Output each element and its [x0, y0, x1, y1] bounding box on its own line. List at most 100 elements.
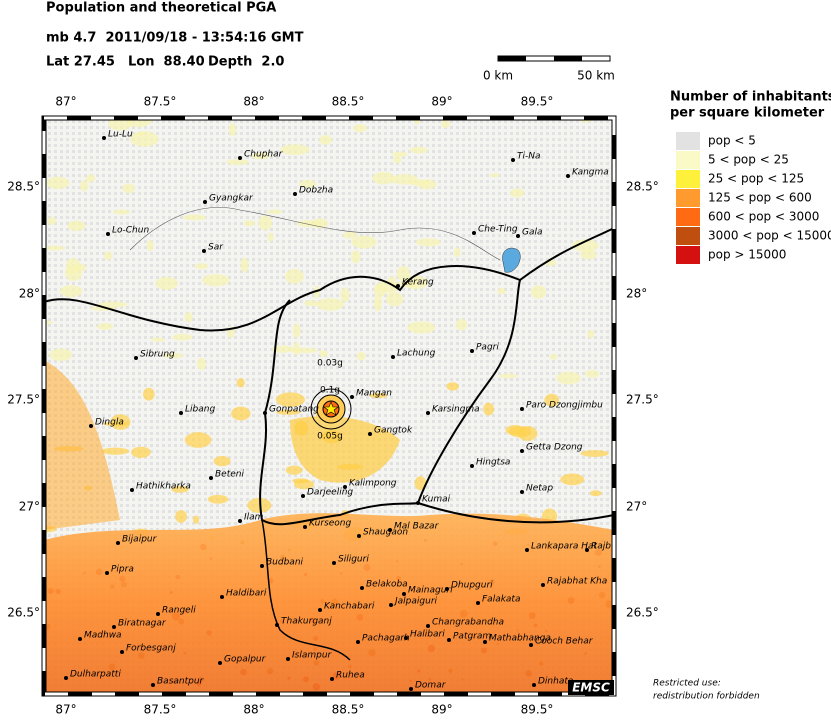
population-patch: [49, 348, 73, 361]
place-name: Dulharpatti: [70, 670, 121, 680]
place-name: Forbesganj: [126, 644, 176, 654]
place-name: Hathikharka: [136, 482, 191, 492]
population-patch: [162, 352, 184, 359]
logo: EMSC: [572, 681, 610, 695]
place-name: Jalpaiguri: [393, 597, 438, 607]
lon-label: 88°: [243, 95, 264, 109]
population-patch: [276, 409, 301, 415]
population-patch: [319, 350, 328, 357]
lon: Lon 88.40: [128, 55, 205, 70]
population-patch: [350, 250, 361, 264]
population-patch: [67, 220, 86, 232]
place-dot: [120, 650, 124, 654]
place-name: Changrabandha: [432, 618, 504, 628]
population-patch: [271, 345, 295, 353]
title: Population and theoretical PGA: [46, 1, 276, 16]
lon-label: 89°: [431, 703, 452, 717]
place-name: Cooch Behar: [535, 637, 594, 647]
place-dot: [105, 571, 109, 575]
population-patch: [396, 265, 410, 282]
place-dot: [112, 625, 116, 629]
lat-label: 27.5°: [626, 393, 659, 407]
place-dot: [426, 624, 430, 628]
lat-label: 28°: [626, 287, 647, 301]
place-dot: [238, 519, 242, 523]
population-patch: [136, 131, 145, 136]
population-patch: [483, 402, 495, 416]
legend-label: 5 < pop < 25: [708, 153, 789, 167]
place-dot: [470, 464, 474, 468]
population-patch: [146, 240, 154, 252]
place-name: Sibrung: [140, 350, 175, 360]
population-patch: [303, 300, 319, 307]
population-patch: [267, 209, 283, 214]
population-patch: [155, 276, 178, 290]
population-patch: [231, 406, 251, 421]
place-name: Lo-Chun: [112, 226, 149, 236]
population-patch: [580, 249, 597, 260]
population-patch: [292, 323, 301, 338]
population-patch: [508, 426, 532, 438]
place-name: Belakoba: [366, 580, 408, 590]
population-patch: [293, 342, 300, 356]
population-patch: [313, 285, 320, 299]
place-name: Islampur: [292, 651, 333, 661]
place-name: Mangan: [356, 389, 392, 399]
legend-swatch: [676, 132, 700, 150]
place-name: Sar: [208, 243, 224, 253]
place-name: Darjeeling: [307, 488, 353, 498]
population-patch: [80, 180, 89, 192]
population-patch: [201, 274, 230, 287]
place-dot: [472, 231, 476, 235]
population-patch: [97, 323, 114, 330]
place-name: Gangtok: [374, 426, 413, 436]
population-patch: [110, 414, 131, 430]
population-patch: [226, 158, 250, 166]
population-patch: [498, 373, 518, 379]
population-patch: [373, 295, 382, 312]
place-name: Mal Bazar: [394, 522, 440, 532]
place-dot: [238, 156, 242, 160]
population-patch: [340, 287, 350, 303]
place-dot: [179, 411, 183, 415]
legend-swatch: [676, 246, 700, 264]
lon-label: 87°: [55, 95, 76, 109]
place-dot: [318, 608, 322, 612]
lat-label: 26.5°: [7, 606, 40, 620]
place-dot: [293, 192, 297, 196]
place-name: Libang: [185, 405, 215, 415]
pga-label: 0.1g: [320, 386, 340, 396]
place-dot: [203, 200, 207, 204]
place-name: Mathabhanga: [489, 634, 551, 644]
population-patch: [240, 257, 249, 273]
place-dot: [151, 683, 155, 687]
population-patch: [113, 209, 130, 215]
lon-label: 87.5°: [144, 95, 177, 109]
place-name: Falakata: [482, 595, 520, 605]
lat-label: 28°: [19, 287, 40, 301]
scale-bar: [497, 55, 611, 62]
place-dot: [89, 424, 93, 428]
population-patch: [108, 118, 133, 131]
notice: redistribution forbidden: [653, 692, 760, 702]
place-dot: [389, 603, 393, 607]
place-name: Getta Dzong: [526, 443, 583, 453]
place-dot: [303, 525, 307, 529]
place-name: Haldibari: [226, 589, 267, 599]
legend-swatch: [676, 189, 700, 207]
place-dot: [350, 395, 354, 399]
place-dot: [116, 541, 120, 545]
place-name: Beteni: [215, 470, 244, 480]
lon-label: 87°: [55, 703, 76, 717]
place-dot: [357, 534, 361, 538]
place-name: Rajbu: [591, 542, 617, 552]
place-name: Siliguri: [338, 555, 369, 565]
lat-label: 28.5°: [7, 180, 40, 194]
population-patch: [59, 285, 83, 298]
place-dot: [220, 595, 224, 599]
place-name: Patgram: [453, 632, 491, 642]
population-patch: [372, 171, 395, 185]
population-patch: [151, 337, 165, 342]
place-dot: [516, 234, 520, 238]
place-dot: [388, 528, 392, 532]
